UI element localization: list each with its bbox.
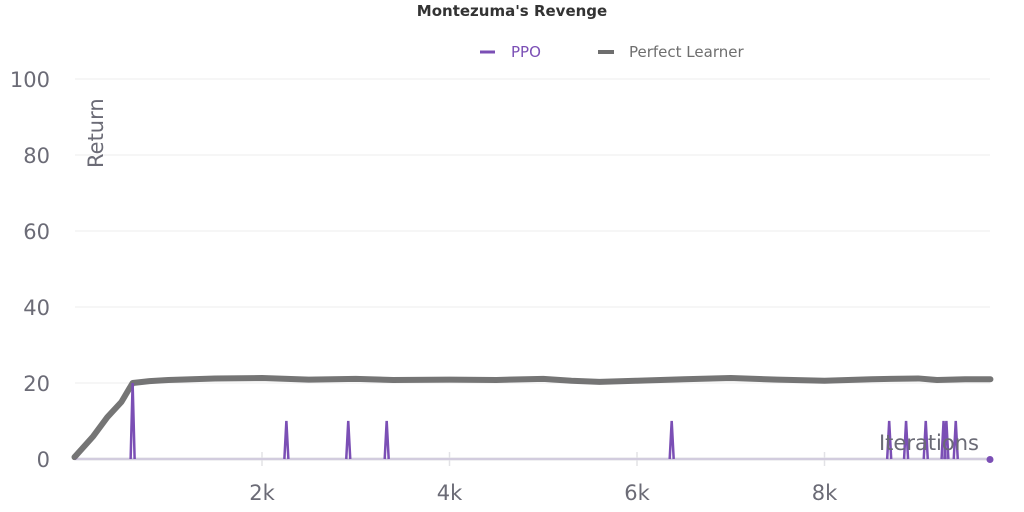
ppo-spike [383, 420, 390, 460]
y-tick-label: 40 [23, 296, 50, 320]
y-tick-label: 60 [23, 220, 50, 244]
perfect-learner-line [71, 375, 994, 461]
y-tick-label: 20 [23, 372, 50, 396]
ppo-spike [922, 420, 929, 460]
x-tick-label: 6k [624, 481, 650, 505]
x-tick-label: 2k [249, 481, 275, 505]
ppo-spike [668, 420, 675, 460]
ppo-spike [129, 382, 136, 460]
x-tick-label: 4k [437, 481, 463, 505]
ppo-endpoint [986, 456, 994, 463]
y-tick-label: 0 [37, 448, 50, 472]
ppo-spike [283, 420, 290, 460]
x-axis-label: Iterations [879, 431, 979, 455]
y-tick-label: 80 [23, 144, 50, 168]
chart-title: Montezuma's Revenge [417, 2, 607, 20]
legend-label-perfect-learner: Perfect Learner [629, 43, 744, 61]
y-tick-label: 100 [10, 68, 50, 92]
legend-perfect-learner[interactable]: Perfect Learner [598, 43, 744, 61]
ppo-spike [902, 420, 910, 460]
y-axis-label: Return [84, 98, 108, 168]
legend-label-ppo: PPO [511, 43, 541, 61]
x-tick-label: 8k [812, 481, 838, 505]
ppo-spike [345, 420, 352, 460]
ppo-spike [952, 420, 959, 460]
ppo-spike [885, 420, 893, 460]
legend-ppo[interactable]: PPO [480, 43, 541, 61]
ppo-spike [943, 420, 950, 460]
